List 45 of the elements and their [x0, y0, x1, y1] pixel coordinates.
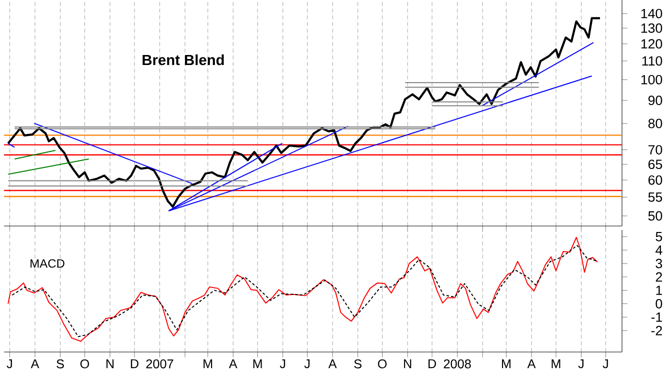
x-tick-label: J [280, 359, 286, 368]
y-tick-label: 60 [648, 175, 662, 185]
x-tick-label: D [130, 359, 138, 368]
x-tick-label: M [204, 359, 212, 368]
x-tick-label: J [6, 359, 12, 368]
text: Brent Blend [142, 54, 224, 66]
y-tick-label: 65 [648, 160, 662, 170]
x-tick-label: S [354, 359, 362, 368]
y-tick-label: 55 [648, 192, 662, 202]
x-tick-label: M [253, 359, 262, 368]
x-tick-label: 2008 [444, 359, 471, 368]
x-tick-label: A [328, 359, 337, 368]
y-tick-label: 3 [656, 258, 662, 268]
x-tick-label: A [30, 359, 40, 368]
y-tick-label: 1 [656, 286, 662, 295]
y-tick-label: 0 [656, 299, 662, 308]
x-tick-label: A [228, 359, 238, 368]
x-tick-label: O [378, 359, 387, 368]
x-tick-label: J [602, 359, 608, 368]
x-tick-label: O [80, 359, 90, 368]
x-tick-label: D [428, 359, 436, 368]
x-tick-label: S [56, 359, 64, 368]
y-tick-label: 120 [641, 39, 662, 49]
y-tick-label: 70 [648, 145, 662, 155]
y-tick-label: 50 [648, 211, 662, 221]
x-tick-label: M [552, 359, 560, 368]
x-tick-label: 2007 [146, 359, 174, 368]
y-tick-label: 80 [648, 118, 662, 128]
x-tick-label: N [404, 359, 412, 368]
y-tick-label: 130 [641, 23, 662, 33]
x-tick-label: J [578, 359, 584, 368]
y-tick-label: 5 [656, 232, 662, 242]
y-tick-label: 110 [642, 56, 662, 66]
x-tick-label: A [527, 359, 536, 368]
x-tick-label: J [304, 359, 310, 368]
y-tick-label: 100 [641, 74, 662, 84]
x-tick-label: N [106, 359, 114, 368]
x-tick-label: M [502, 359, 510, 368]
y-tick-label: 90 [648, 96, 662, 106]
y-tick-label: 4 [656, 246, 662, 255]
y-tick-label: -1 [651, 312, 662, 322]
text: MACD [30, 259, 64, 268]
y-tick-label: -2 [651, 326, 662, 336]
y-tick-label: 140 [641, 8, 662, 18]
y-tick-label: 2 [656, 272, 662, 282]
